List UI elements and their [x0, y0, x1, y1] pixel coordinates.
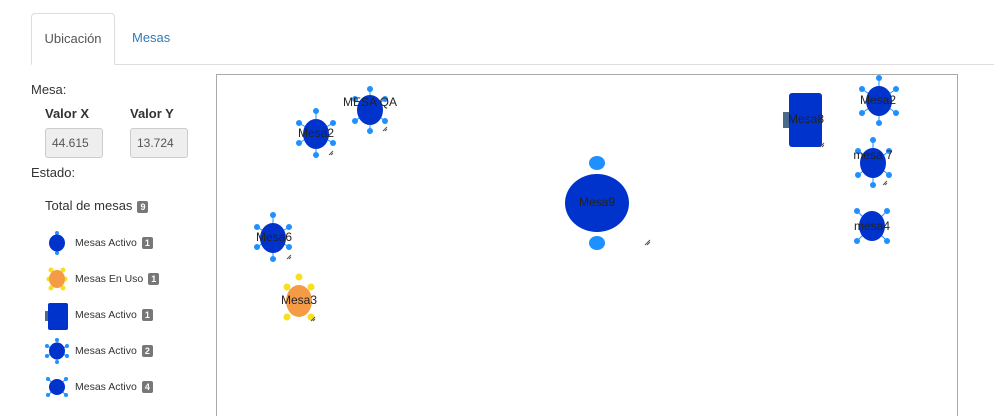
- table-label: Mesa9: [578, 195, 616, 209]
- table-label: Mesa2: [859, 93, 897, 107]
- table-mesa4[interactable]: mesa4: [851, 203, 895, 249]
- table-mesa8[interactable]: Mesa8: [783, 91, 827, 149]
- legend-item: Mesas En Uso 1: [44, 266, 204, 294]
- legend-label: Mesas Activo 1: [75, 309, 153, 322]
- round-table-in-use-icon: [44, 266, 72, 294]
- total-mesas-label: Total de mesas: [45, 198, 133, 213]
- legend-label: Mesas Activo 1: [75, 237, 153, 250]
- table-mesa2-left[interactable]: Mesa2: [293, 107, 339, 161]
- x-value-field[interactable]: 44.615: [45, 128, 103, 158]
- legend-item: Mesas Activo 1: [44, 230, 204, 258]
- legend-count-badge: 1: [141, 237, 153, 250]
- estado-label: Estado:: [31, 165, 76, 180]
- tab-bar: Ubicación Mesas: [0, 0, 994, 65]
- mesa-label: Mesa:: [31, 82, 67, 97]
- legend-label: Mesas Activo 2: [75, 345, 153, 358]
- legend-item: Mesas Activo 2: [44, 338, 204, 366]
- table-label: Mesa6: [255, 230, 293, 244]
- legend-count-badge: 1: [141, 309, 153, 322]
- total-mesas: Total de mesas 9: [45, 198, 149, 213]
- table-mesa9[interactable]: Mesa9: [561, 153, 651, 251]
- legend-count-badge: 4: [141, 381, 153, 394]
- table-mesa3[interactable]: Mesa3: [275, 273, 323, 327]
- rectangular-table-icon: [44, 302, 72, 330]
- legend-item: Mesas Activo 1: [44, 302, 204, 330]
- legend-item: Mesas Activo 4: [44, 374, 204, 402]
- table-mesa2-right[interactable]: Mesa2: [855, 75, 901, 127]
- round-table-4-chairs-icon: [44, 374, 72, 402]
- table-mesa-qa[interactable]: MESA QA: [343, 85, 397, 139]
- table-label: Mesa3: [280, 293, 318, 307]
- tab-bar-divider: [31, 64, 994, 65]
- legend-count-badge: 1: [148, 273, 160, 286]
- round-table-2-chairs-icon: [44, 230, 72, 258]
- y-value-label: Valor Y: [130, 106, 174, 121]
- round-table-6-chairs-icon: [44, 338, 72, 366]
- table-mesa7[interactable]: mesa 7: [853, 137, 899, 189]
- table-label: MESA QA: [342, 95, 398, 109]
- total-mesas-badge: 9: [137, 200, 149, 213]
- table-label: mesa4: [853, 219, 891, 233]
- x-value-label: Valor X: [45, 106, 90, 121]
- legend-label: Mesas En Uso 1: [75, 273, 160, 286]
- tab-ubicacion[interactable]: Ubicación: [31, 13, 115, 65]
- y-value-field[interactable]: 13.724: [130, 128, 188, 158]
- table-label: mesa 7: [853, 148, 893, 162]
- table-label: Mesa2: [297, 126, 335, 140]
- table-label: Mesa8: [787, 112, 825, 126]
- floor-plan-canvas[interactable]: Mesa2 MESA QA Mesa9: [216, 74, 958, 416]
- legend-count-badge: 2: [141, 345, 153, 358]
- table-mesa6[interactable]: Mesa6: [251, 211, 297, 265]
- legend-label: Mesas Activo 4: [75, 381, 153, 394]
- tab-mesas[interactable]: Mesas: [132, 30, 171, 45]
